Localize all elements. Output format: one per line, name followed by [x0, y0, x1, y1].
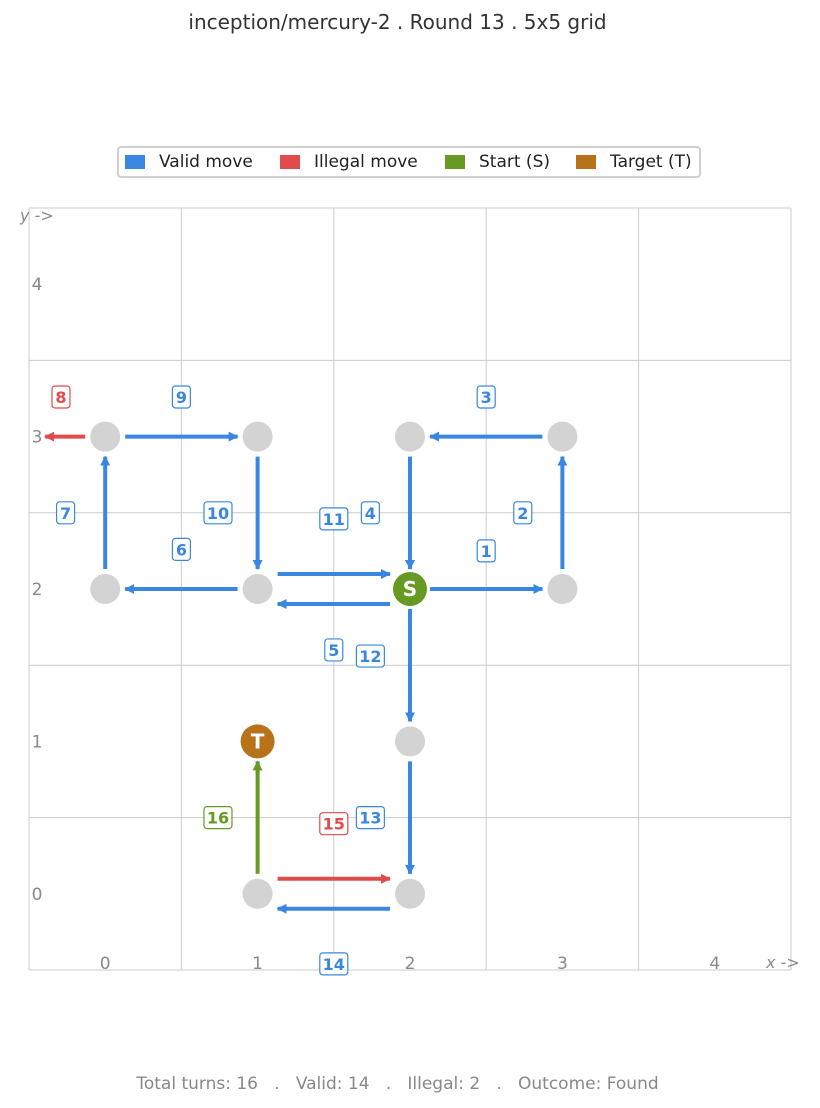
chart-title: inception/mercury-2 . Round 13 . 5x5 gri… [188, 10, 607, 34]
legend-label-valid: Valid move [159, 152, 253, 172]
legend-item-illegal: Illegal move [280, 148, 418, 176]
target-node-label: T [251, 729, 265, 753]
y-tick-label: 3 [32, 428, 43, 448]
move-label-text: 2 [517, 504, 528, 523]
move-label-box [319, 812, 349, 836]
visited-node [90, 574, 121, 604]
legend-item-start: Start (S) [445, 148, 550, 176]
move-label-13: 13 [355, 805, 385, 830]
move-label-box [355, 644, 385, 668]
x-tick-label: 1 [252, 954, 263, 974]
target-node-circle [240, 724, 275, 759]
move-label-box [171, 537, 191, 561]
move-label-box [324, 638, 344, 662]
x-tick-label: 3 [557, 954, 568, 974]
move-label-box [319, 952, 349, 976]
visited-node [90, 421, 121, 452]
move-label-5: 5 [324, 638, 344, 662]
move-label-1: 1 [476, 539, 496, 563]
move-label-box [355, 805, 385, 830]
y-tick-label: 1 [32, 732, 43, 752]
move-label-3: 3 [476, 385, 496, 409]
visited-node [242, 878, 273, 909]
move-label-6: 6 [171, 537, 191, 561]
start-node-circle [393, 572, 427, 606]
move-label-text: 9 [176, 388, 187, 407]
legend: Valid move Illegal move Start (S) Target… [117, 146, 701, 178]
move-label-14: 14 [319, 952, 349, 976]
move-label-box [319, 507, 349, 531]
start-node-label: S [403, 577, 417, 601]
move-label-text: 1 [481, 542, 492, 561]
move-label-text: 5 [328, 641, 339, 660]
y-axis-label: y -> [19, 206, 54, 225]
legend-item-target: Target (T) [576, 148, 692, 176]
move-label-text: 12 [359, 647, 381, 666]
move-label-text: 16 [207, 809, 229, 828]
x-tick-label: 2 [405, 954, 416, 974]
move-label-box [203, 501, 233, 525]
move-label-8: 8 [51, 385, 71, 409]
move-label-box [51, 385, 71, 409]
move-label-12: 12 [355, 644, 385, 668]
footer-summary: Total turns: 16 . Valid: 14 . Illegal: 2… [136, 1074, 659, 1094]
move-label-text: 11 [323, 510, 345, 529]
move-label-9: 9 [171, 385, 191, 409]
legend-item-valid: Valid move [125, 148, 253, 176]
move-label-text: 10 [207, 504, 229, 523]
move-label-text: 13 [359, 809, 381, 828]
move-label-7: 7 [55, 501, 76, 525]
move-label-text: 15 [323, 815, 345, 834]
visited-node [242, 574, 273, 604]
move-label-text: 8 [55, 388, 66, 407]
move-label-4: 4 [360, 501, 380, 525]
move-label-11: 11 [319, 507, 349, 531]
visited-node [395, 421, 425, 452]
start-node: S [393, 572, 427, 606]
nodes [90, 421, 578, 909]
move-label-box [476, 385, 496, 409]
move-label-box [55, 501, 76, 525]
legend-label-target: Target (T) [610, 152, 692, 172]
move-label-text: 7 [60, 504, 71, 523]
move-label-15: 15 [319, 812, 349, 836]
move-label-text: 6 [176, 540, 187, 559]
move-label-text: 14 [323, 955, 345, 974]
legend-label-start: Start (S) [479, 152, 550, 172]
legend-swatch-start [445, 155, 465, 169]
legend-swatch-target [576, 155, 596, 169]
move-label-box [360, 501, 380, 525]
y-tick-label: 2 [32, 580, 43, 600]
move-label-box [513, 501, 533, 525]
visited-node [547, 421, 578, 452]
visited-node [395, 878, 425, 909]
legend-swatch-valid [125, 155, 145, 169]
move-label-box [171, 385, 191, 409]
visited-node [395, 726, 425, 757]
legend-swatch-illegal [280, 155, 300, 169]
y-tick-label: 0 [32, 885, 43, 905]
visited-node [547, 574, 578, 604]
x-axis-label: x -> [765, 953, 800, 972]
move-label-box [203, 805, 233, 830]
visited-node [242, 421, 273, 452]
legend-label-illegal: Illegal move [314, 152, 418, 172]
move-arrows [44, 431, 568, 914]
move-label-10: 10 [203, 501, 233, 525]
x-tick-label: 4 [709, 954, 720, 974]
y-tick-label: 4 [32, 275, 43, 295]
move-label-16: 16 [203, 805, 233, 830]
target-node: T [240, 724, 275, 759]
x-tick-label: 0 [100, 954, 111, 974]
move-label-box [476, 539, 496, 563]
move-label-text: 3 [481, 388, 492, 407]
move-label-2: 2 [513, 501, 533, 525]
move-label-text: 4 [365, 504, 376, 523]
